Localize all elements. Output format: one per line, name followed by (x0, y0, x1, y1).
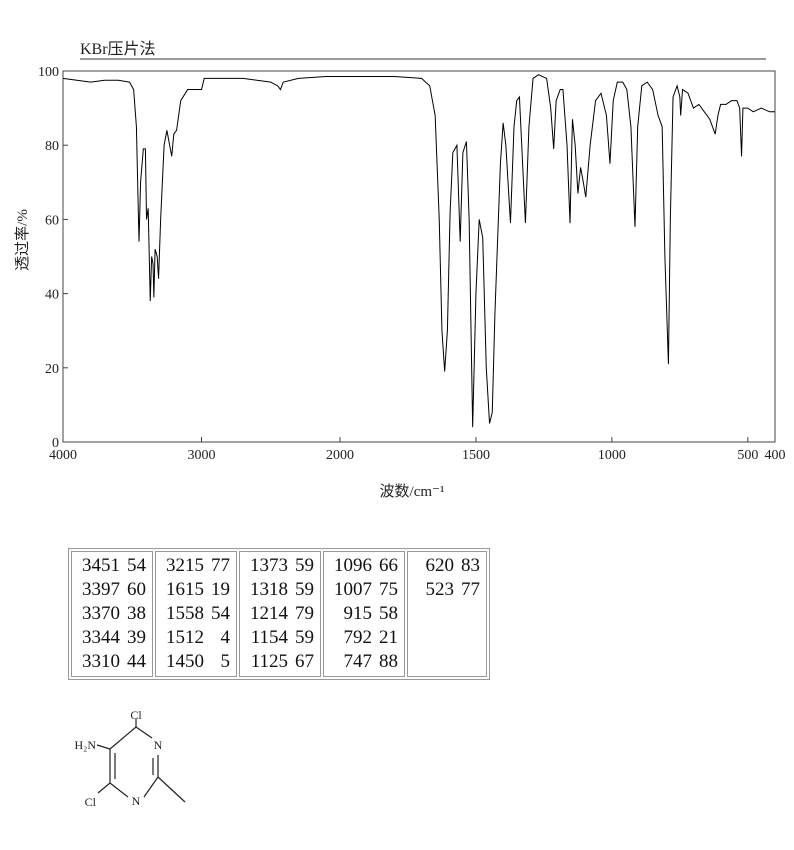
y-tick-label: 40 (45, 288, 59, 303)
transmittance: 88 (379, 651, 398, 672)
wavenumber: 1125 (250, 651, 288, 672)
x-tick-label: 400 (765, 448, 786, 463)
wavenumber: 1450 (166, 651, 204, 672)
atom-label: Cl (85, 795, 97, 809)
table-column: 1096 66 1007 75 915 58 792 21 747 88 (323, 551, 405, 677)
table-row: 1318 59 (244, 578, 314, 602)
table-row: 3370 38 (76, 602, 146, 626)
transmittance: 54 (211, 603, 230, 624)
wavenumber: 1096 (334, 555, 372, 576)
transmittance: 60 (127, 579, 146, 600)
table-row: 3397 60 (76, 578, 146, 602)
x-tick-label: 2000 (326, 448, 354, 463)
table-row: 1558 54 (160, 602, 230, 626)
wavenumber: 1318 (250, 579, 288, 600)
y-tick-label: 60 (45, 213, 59, 228)
transmittance: 59 (295, 627, 314, 648)
plot-frame (62, 70, 776, 443)
y-axis-label: 透过率/% (14, 209, 31, 271)
table-row: 1512 4 (160, 626, 230, 650)
transmittance: 58 (379, 603, 398, 624)
wavenumber: 747 (343, 651, 373, 672)
y-tick-label: 80 (45, 139, 59, 154)
y-tick-label: 20 (45, 362, 59, 377)
transmittance: 75 (379, 579, 398, 600)
x-tick-label: 3000 (188, 448, 216, 463)
wavenumber: 1154 (250, 627, 288, 648)
ring (96, 719, 186, 803)
transmittance: 67 (295, 651, 314, 672)
wavenumber: 3397 (82, 579, 120, 600)
x-tick-label: 500 (737, 448, 758, 463)
transmittance: 19 (211, 579, 230, 600)
transmittance: 59 (295, 555, 314, 576)
table-row: 620 83 (412, 554, 481, 578)
transmittance: 5 (220, 651, 231, 672)
transmittance: 44 (127, 651, 146, 672)
table-row: 1615 19 (160, 578, 230, 602)
table-row: 915 58 (328, 602, 399, 626)
wavenumber: 3310 (82, 651, 120, 672)
transmittance: 79 (295, 603, 314, 624)
table-column: 3451 54 3397 60 3370 38 3344 39 3310 44 (71, 551, 153, 677)
transmittance: 83 (461, 555, 480, 576)
table-column: 3215 77 1615 19 1558 54 1512 4 1450 5 (155, 551, 237, 677)
table-row: 792 21 (328, 626, 399, 650)
wavenumber: 3344 (82, 627, 120, 648)
transmittance: 77 (461, 579, 480, 600)
table-row: 523 77 (412, 578, 481, 602)
chart: KBr压片法 透过率/% 波数/cm⁻¹ 0 20 40 60 80 100 4000 300… (14, 40, 786, 500)
table-row: 1007 75 (328, 578, 398, 602)
transmittance: 59 (295, 579, 314, 600)
atom-label: N (154, 738, 163, 752)
y-tick-label: 0 (52, 436, 59, 451)
x-axis-label: 波数/cm⁻¹ (380, 483, 445, 500)
atom-label: Cl (130, 708, 142, 722)
table-row: 3215 77 (160, 554, 230, 578)
wavenumber: 620 (425, 555, 455, 576)
wavenumber: 3370 (82, 603, 120, 624)
wavenumber: 1007 (334, 579, 372, 600)
x-tick-label: 4000 (49, 448, 77, 463)
wavenumber: 1512 (166, 627, 204, 648)
peak-table: 3451 54 3397 60 3370 38 3344 39 3310 44 3215 77 1615… (68, 548, 490, 680)
table-row: 3310 44 (76, 650, 146, 674)
wavenumber: 523 (425, 579, 455, 600)
table-row: 3344 39 (76, 626, 146, 650)
wavenumber: 1373 (250, 555, 288, 576)
wavenumber: 1615 (166, 579, 204, 600)
structure: Cl H₂N N N Cl (74, 708, 186, 809)
transmittance: 21 (379, 627, 398, 648)
wavenumber: 915 (343, 603, 373, 624)
wavenumber: 792 (343, 627, 373, 648)
table-column: 620 83 523 77 (407, 551, 487, 677)
x-tick-label: 1500 (462, 448, 490, 463)
transmittance: 77 (211, 555, 230, 576)
table-row: 1125 67 (244, 650, 314, 674)
table-row: 1214 79 (244, 602, 314, 626)
spectrum-line (62, 74, 775, 428)
transmittance: 4 (220, 627, 231, 648)
y-tick-label: 100 (38, 65, 59, 80)
transmittance: 39 (127, 627, 146, 648)
table-row: 1154 59 (244, 626, 314, 650)
transmittance: 38 (127, 603, 146, 624)
wavenumber: 3215 (166, 555, 204, 576)
transmittance: 66 (379, 555, 398, 576)
wavenumber: 1214 (250, 603, 288, 624)
chart-title: KBr压片法 (80, 40, 156, 58)
wavenumber: 3451 (82, 555, 120, 576)
wavenumber: 1558 (166, 603, 204, 624)
table-column: 1373 59 1318 59 1214 79 1154 59 1125 67 (239, 551, 321, 677)
table-row: 747 88 (328, 650, 399, 674)
atom-label: H₂N (74, 738, 96, 752)
atom-label: N (132, 794, 141, 808)
x-tick-label: 1000 (598, 448, 626, 463)
transmittance: 54 (127, 555, 146, 576)
table-row: 1450 5 (160, 650, 230, 674)
table-row: 1373 59 (244, 554, 314, 578)
table-row: 1096 66 (328, 554, 398, 578)
table-row: 3451 54 (76, 554, 146, 578)
